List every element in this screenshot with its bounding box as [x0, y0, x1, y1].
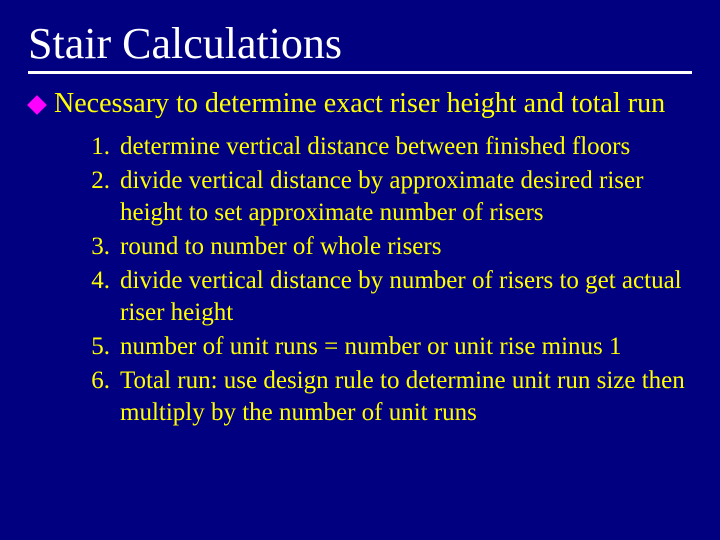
step-number: 3. [80, 231, 110, 263]
list-item: 4. divide vertical distance by number of… [80, 265, 692, 329]
step-number: 2. [80, 165, 110, 229]
list-item: 1. determine vertical distance between f… [80, 131, 692, 163]
step-text: round to number of whole risers [120, 231, 692, 263]
list-item: 5. number of unit runs = number or unit … [80, 331, 692, 363]
step-number: 4. [80, 265, 110, 329]
step-number: 1. [80, 131, 110, 163]
list-item: 6. Total run: use design rule to determi… [80, 365, 692, 429]
main-bullet: Necessary to determine exact riser heigh… [28, 86, 692, 121]
steps-list: 1. determine vertical distance between f… [28, 131, 692, 429]
step-text: determine vertical distance between fini… [120, 131, 692, 163]
step-text: Total run: use design rule to determine … [120, 365, 692, 429]
list-item: 3. round to number of whole risers [80, 231, 692, 263]
step-number: 5. [80, 331, 110, 363]
slide-container: Stair Calculations Necessary to determin… [0, 0, 720, 449]
bullet-text: Necessary to determine exact riser heigh… [54, 86, 665, 121]
step-text: number of unit runs = number or unit ris… [120, 331, 692, 363]
list-item: 2. divide vertical distance by approxima… [80, 165, 692, 229]
step-number: 6. [80, 365, 110, 429]
slide-title: Stair Calculations [28, 18, 692, 74]
diamond-bullet-icon [27, 95, 47, 115]
step-text: divide vertical distance by approximate … [120, 165, 692, 229]
step-text: divide vertical distance by number of ri… [120, 265, 692, 329]
